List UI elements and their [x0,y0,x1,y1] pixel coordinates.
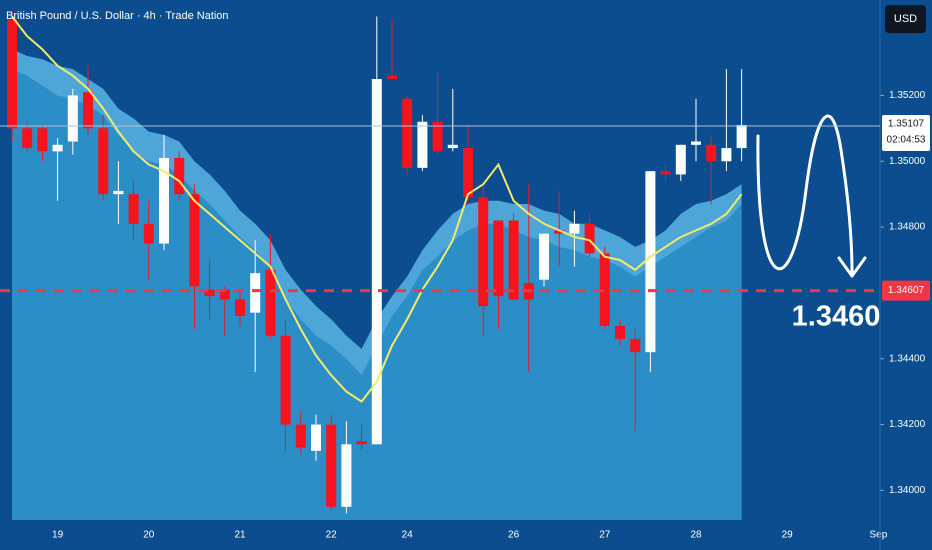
candle-body [660,171,671,175]
candle-body [280,335,291,425]
candle-body [295,424,306,448]
candle-body [599,253,610,326]
annotation: 1.3460 [792,301,881,333]
candle-body [721,148,732,162]
candle-body [645,171,656,353]
candle-body [265,269,276,336]
candle-body [478,197,489,307]
candle-body [189,194,200,287]
candle-body [250,273,261,313]
candle-body [554,230,565,234]
candle-body [22,128,33,149]
candle-body [159,157,169,244]
plot-area [7,9,747,520]
candle-body [37,128,48,152]
candle-body [356,441,367,445]
y-tick-label: 1.34200 [889,419,926,430]
y-tick-label: 1.34800 [889,222,926,233]
candle-body [432,121,443,152]
countdown-label: 02:04:53 [887,135,926,146]
x-tick-label: 28 [690,530,702,541]
candle-body [311,424,321,451]
currency-label[interactable]: USD [894,13,917,25]
candle-body [706,144,717,162]
level-box [882,280,930,301]
candle-body [675,144,686,175]
x-tick-label: 29 [782,530,794,541]
x-tick-label: 19 [52,530,64,541]
candle-body [326,424,337,507]
candle-body [98,128,109,195]
candle-body [539,233,549,280]
candle-body [113,190,124,195]
candle-body [615,325,625,339]
candle-body [371,78,382,445]
y-tick-label: 1.35000 [889,156,926,167]
x-tick-label: 22 [326,530,338,541]
x-tick-label: Sep [870,530,888,541]
candle-body [402,98,413,168]
candle-body [508,220,519,300]
candle-body [219,289,230,300]
candle-body [584,223,595,254]
arrow-head [837,256,867,278]
candle-body [83,92,93,129]
band-lower-area [12,69,742,520]
x-tick-label: 21 [234,530,246,541]
currency-button[interactable] [885,5,926,33]
level-label: 1.34607 [888,285,925,296]
last-price-label: 1.35107 [888,119,925,130]
candle-body [235,299,245,316]
candle-body [447,144,458,149]
candle-body [341,444,352,507]
candle-body [67,95,78,142]
candle-body [387,75,397,79]
candle-body [52,144,63,152]
candle-body [736,125,747,149]
y-tick-label: 1.34400 [889,353,926,364]
candle-body [7,19,17,129]
candle-body [174,157,185,195]
x-tick-label: 27 [599,530,611,541]
candle-body [691,141,701,145]
candle-body [128,194,139,224]
candle-body [463,148,473,198]
x-tick-label: 26 [508,530,520,541]
y-tick-label: 1.35200 [889,90,926,101]
forecast-arrow [756,114,854,274]
candle-body [204,289,215,297]
candle-body [417,121,428,168]
y-tick-label: 1.34000 [889,485,926,496]
candle-body [143,223,154,244]
candle-body [493,220,504,297]
candle-body [569,223,580,234]
moving-average [11,15,743,403]
x-tick-label: 20 [143,530,155,541]
x-tick-label: 24 [402,530,414,541]
candle-body [630,338,641,353]
chart-title: British Pound / U.S. Dollar · 4h · Trade… [6,10,229,22]
last-price-box [882,115,930,152]
